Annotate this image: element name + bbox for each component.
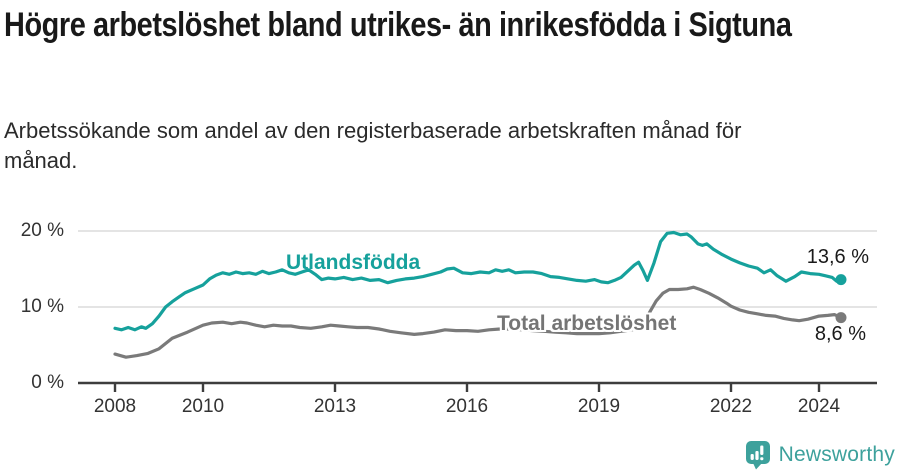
end-dot-utlandsfodda — [835, 274, 847, 286]
end-value-label-total: 8,6 % — [814, 323, 866, 345]
series-label-total-arbetsloshet: Total arbetslöshet — [497, 312, 677, 335]
bar-chart-speech-bubble-icon — [745, 441, 770, 470]
page-subtitle: Arbetssökande som andel av den registerb… — [4, 118, 742, 173]
newsworthy-wordmark: Newsworthy — [778, 443, 895, 466]
chart-area: 2008 2010 2013 2016 2019 2022 2024 0 % 10 % 20 %… — [0, 210, 900, 442]
series-line-total — [113, 285, 843, 359]
x-axis-label: 2016 — [446, 396, 488, 417]
x-axis-label: 2022 — [710, 396, 752, 417]
newsworthy-logo: Newsworthy — [745, 440, 895, 470]
x-axis-label: 2013 — [314, 396, 356, 417]
y-axis-label: 20 % — [20, 220, 64, 241]
y-axis-label: 10 % — [20, 296, 64, 317]
series-line-utlandsfodda — [113, 230, 843, 332]
end-value-label-utlandsfodda: 13,6 % — [806, 246, 869, 268]
end-dot-total — [835, 312, 847, 324]
page-title: Högre arbetslöshet bland utrikes- än inr… — [4, 6, 792, 44]
x-axis-label: 2024 — [798, 396, 841, 417]
x-axis-label: 2010 — [182, 396, 224, 417]
x-axis-label: 2008 — [94, 396, 136, 417]
series-label-utlandsfodda: Utlandsfödda — [286, 251, 421, 274]
line-chart-svg: 2008 2010 2013 2016 2019 2022 2024 — [78, 230, 877, 417]
x-axis-label: 2019 — [578, 396, 620, 417]
y-axis-label: 0 % — [31, 372, 64, 393]
